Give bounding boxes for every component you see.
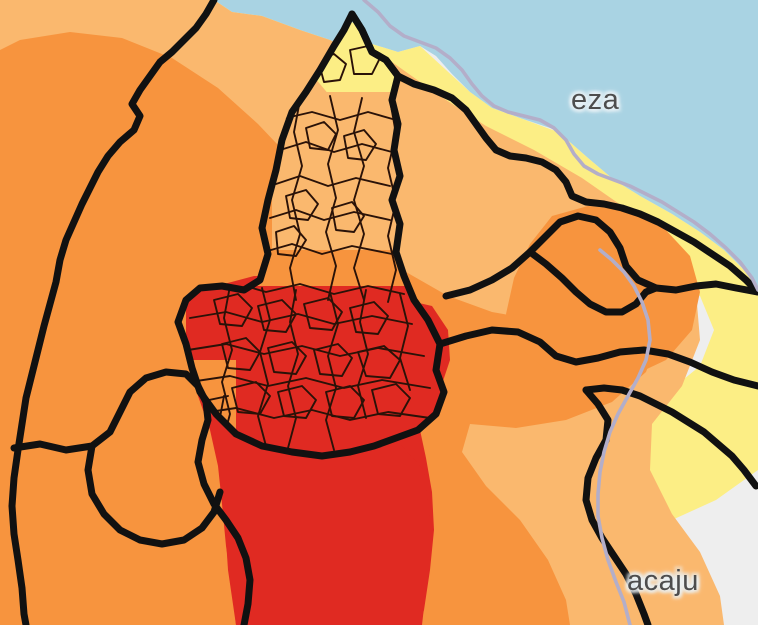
coast-border-north[interactable] bbox=[348, 10, 758, 296]
state-border-northwest[interactable] bbox=[8, 0, 218, 625]
state-border-east-north[interactable] bbox=[442, 212, 758, 300]
drought-zone-s3-tail[interactable] bbox=[224, 430, 430, 625]
state-border-southwest[interactable] bbox=[10, 368, 254, 625]
municipality-borders bbox=[178, 45, 431, 456]
state-border-southeast[interactable] bbox=[582, 386, 652, 625]
state-borders bbox=[8, 0, 758, 625]
state-border-coastal-enclave[interactable] bbox=[582, 384, 758, 490]
state-border-east-interior[interactable] bbox=[436, 326, 758, 390]
state-border-southwest-lobe[interactable] bbox=[84, 442, 224, 548]
state-border-main[interactable] bbox=[174, 10, 448, 460]
coastline bbox=[362, 0, 758, 625]
